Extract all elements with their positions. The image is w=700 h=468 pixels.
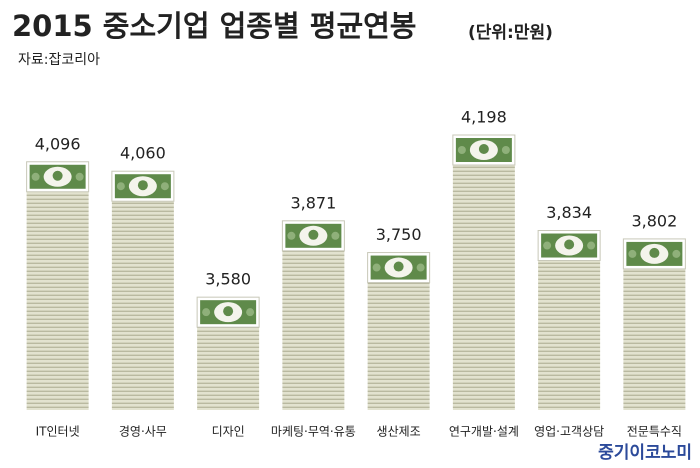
x-tick-label: 전문특수직: [627, 425, 682, 439]
chart-title: 2015 중소기업 업종별 평균연봉: [12, 9, 416, 43]
value-label: 3,580: [205, 270, 251, 289]
brand: 중기이코노미: [598, 443, 692, 463]
bill: [26, 161, 90, 193]
value-label: 3,802: [631, 211, 677, 230]
bill-corner: [160, 182, 169, 191]
value-label: 4,096: [35, 134, 81, 153]
bill: [452, 134, 516, 166]
bill-corner: [246, 308, 255, 317]
bill-portrait: [649, 247, 660, 258]
bill-portrait: [393, 261, 404, 272]
bill-corner: [543, 241, 552, 250]
bill: [537, 230, 601, 262]
bill-corner: [501, 146, 510, 155]
bar: [282, 220, 345, 410]
x-tick-label: 마케팅·무역·유통: [271, 425, 356, 439]
bill-portrait: [478, 144, 489, 155]
bill-corner: [31, 172, 40, 181]
bill-corner: [202, 308, 211, 317]
x-tick-label: 생산제조: [377, 425, 421, 439]
chart-subtitle: (단위:만원): [468, 23, 553, 43]
value-label: 4,198: [461, 108, 507, 127]
bill-corner: [116, 182, 125, 191]
bill-corner: [372, 263, 381, 272]
bill: [622, 238, 686, 270]
bill-corner: [416, 263, 425, 272]
x-tick-label: 연구개발·설계: [449, 425, 519, 439]
bill-portrait: [223, 306, 234, 317]
bill-corner: [672, 249, 681, 258]
value-label: 4,060: [120, 144, 166, 163]
bill: [281, 220, 345, 252]
value-label: 3,834: [546, 203, 592, 222]
x-tick-label: IT인터넷: [36, 425, 80, 439]
bill-corner: [75, 172, 84, 181]
bill-portrait: [52, 170, 63, 181]
x-tick-label: 경영·사무: [119, 425, 167, 439]
x-tick-label: 영업·고객상담: [534, 425, 604, 439]
bill-corner: [587, 241, 596, 250]
source: 자료:잡코리아: [18, 52, 100, 68]
value-label: 3,871: [290, 193, 336, 212]
bar: [452, 135, 515, 410]
bill-corner: [331, 231, 340, 240]
bill: [196, 296, 260, 328]
bill-portrait: [308, 229, 319, 240]
value-label: 3,750: [376, 225, 422, 244]
bill-corner: [287, 231, 296, 240]
bar: [26, 161, 89, 410]
bill: [367, 252, 431, 284]
bill-corner: [628, 249, 637, 258]
bill-portrait: [564, 239, 575, 250]
bill-corner: [457, 146, 466, 155]
bill-portrait: [137, 180, 148, 191]
bill: [111, 170, 175, 202]
x-tick-label: 디자인: [212, 425, 245, 439]
bar: [111, 171, 174, 410]
